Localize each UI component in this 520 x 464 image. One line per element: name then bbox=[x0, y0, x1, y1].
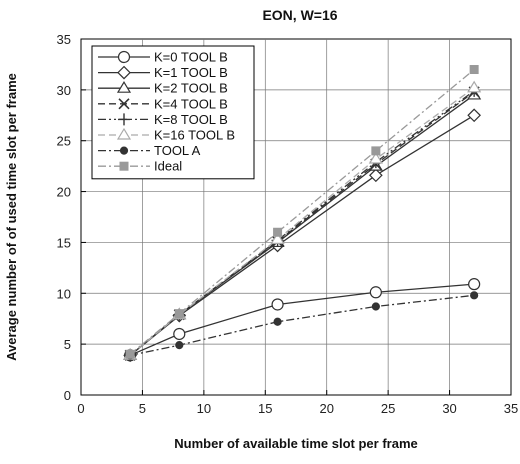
legend-swatch-marker bbox=[116, 127, 132, 140]
data-point bbox=[369, 168, 383, 183]
x-tick-label: 0 bbox=[77, 401, 84, 416]
data-point bbox=[469, 65, 479, 75]
legend-label: K=2 TOOL B bbox=[154, 81, 228, 96]
data-point bbox=[125, 349, 135, 359]
data-point bbox=[271, 298, 284, 311]
data-point bbox=[368, 151, 383, 164]
legend-item: TOOL A bbox=[98, 143, 201, 158]
legend-label: K=4 TOOL B bbox=[154, 96, 228, 111]
data-point bbox=[467, 80, 482, 93]
series-7 bbox=[125, 65, 479, 359]
legend-swatch-marker bbox=[118, 113, 130, 126]
x-tick-label: 20 bbox=[319, 401, 333, 416]
x-tick-label: 5 bbox=[139, 401, 146, 416]
y-tick-label: 30 bbox=[57, 83, 71, 98]
legend-swatch-marker bbox=[117, 65, 131, 80]
legend-label: TOOL A bbox=[154, 143, 201, 158]
legend-item: K=4 TOOL B bbox=[98, 96, 228, 111]
series-line bbox=[129, 91, 475, 356]
legend-label: K=16 TOOL B bbox=[154, 128, 235, 143]
series-6 bbox=[126, 291, 479, 360]
data-point bbox=[371, 302, 380, 311]
x-axis-label: Number of available time slot per frame bbox=[174, 436, 417, 451]
legend: K=0 TOOL BK=1 TOOL BK=2 TOOL BK=4 TOOL B… bbox=[91, 45, 255, 180]
data-point bbox=[371, 146, 381, 156]
legend-item: K=1 TOOL B bbox=[98, 65, 228, 80]
legend-swatch-marker bbox=[119, 161, 129, 171]
y-tick-label: 15 bbox=[57, 235, 71, 250]
legend-item: K=2 TOOL B bbox=[98, 81, 228, 96]
x-tick-label: 25 bbox=[381, 401, 395, 416]
x-tick-label: 30 bbox=[442, 401, 456, 416]
series-line bbox=[129, 90, 475, 356]
legend-item: K=0 TOOL B bbox=[98, 50, 228, 65]
data-point bbox=[273, 317, 282, 326]
legend-label: K=0 TOOL B bbox=[154, 50, 228, 65]
legend-label: Ideal bbox=[154, 159, 182, 174]
data-point bbox=[273, 227, 283, 237]
y-axis-label: Average number of of used time slot per … bbox=[4, 73, 19, 361]
y-tick-label: 5 bbox=[64, 337, 71, 352]
data-point bbox=[470, 291, 479, 300]
data-point bbox=[369, 286, 382, 299]
data-series bbox=[123, 65, 482, 363]
legend-item: K=16 TOOL B bbox=[98, 128, 235, 143]
y-tick-label: 0 bbox=[64, 388, 71, 403]
y-tick-label: 10 bbox=[57, 286, 71, 301]
data-point bbox=[468, 278, 481, 291]
x-tick-label: 15 bbox=[258, 401, 272, 416]
legend-swatch-marker bbox=[118, 98, 130, 110]
chart-title: EON, W=16 bbox=[262, 7, 337, 23]
legend-box bbox=[91, 45, 255, 180]
legend-swatch-marker bbox=[119, 146, 129, 155]
legend-swatch-marker bbox=[117, 50, 131, 64]
axis-ticks: 0 5 10 15 20 25 30 35 0 5 10 15 20 25 30 35 bbox=[57, 32, 519, 416]
data-point bbox=[467, 108, 481, 123]
data-point bbox=[174, 309, 184, 319]
y-tick-label: 25 bbox=[57, 134, 71, 149]
y-tick-label: 35 bbox=[57, 32, 71, 47]
data-point bbox=[173, 327, 186, 341]
legend-label: K=8 TOOL B bbox=[154, 112, 228, 127]
x-tick-label: 35 bbox=[504, 401, 518, 416]
x-tick-label: 10 bbox=[197, 401, 211, 416]
data-point bbox=[270, 232, 285, 244]
legend-item: K=8 TOOL B bbox=[98, 112, 228, 127]
data-point bbox=[175, 341, 184, 350]
y-tick-label: 20 bbox=[57, 185, 71, 200]
legend-swatch-marker bbox=[116, 81, 132, 93]
legend-label: K=1 TOOL B bbox=[154, 65, 228, 80]
legend-item: Ideal bbox=[98, 159, 182, 174]
